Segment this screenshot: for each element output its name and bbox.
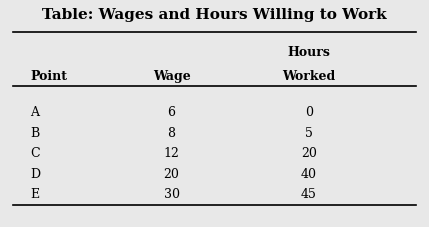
Text: 0: 0 (305, 106, 313, 118)
Text: 5: 5 (305, 126, 313, 139)
Text: E: E (30, 187, 39, 200)
Text: Hours: Hours (287, 45, 330, 58)
Text: 20: 20 (163, 167, 180, 180)
Text: Table: Wages and Hours Willing to Work: Table: Wages and Hours Willing to Work (42, 8, 387, 22)
Text: A: A (30, 106, 39, 118)
Text: Wage: Wage (153, 69, 190, 82)
Text: 8: 8 (168, 126, 175, 139)
Text: 12: 12 (163, 146, 180, 159)
Text: D: D (30, 167, 40, 180)
Text: 6: 6 (168, 106, 175, 118)
Text: B: B (30, 126, 39, 139)
Text: 45: 45 (301, 187, 317, 200)
Text: 20: 20 (301, 146, 317, 159)
Text: C: C (30, 146, 39, 159)
Text: 40: 40 (301, 167, 317, 180)
Text: 30: 30 (163, 187, 180, 200)
Text: Point: Point (30, 69, 67, 82)
Text: Worked: Worked (282, 69, 335, 82)
